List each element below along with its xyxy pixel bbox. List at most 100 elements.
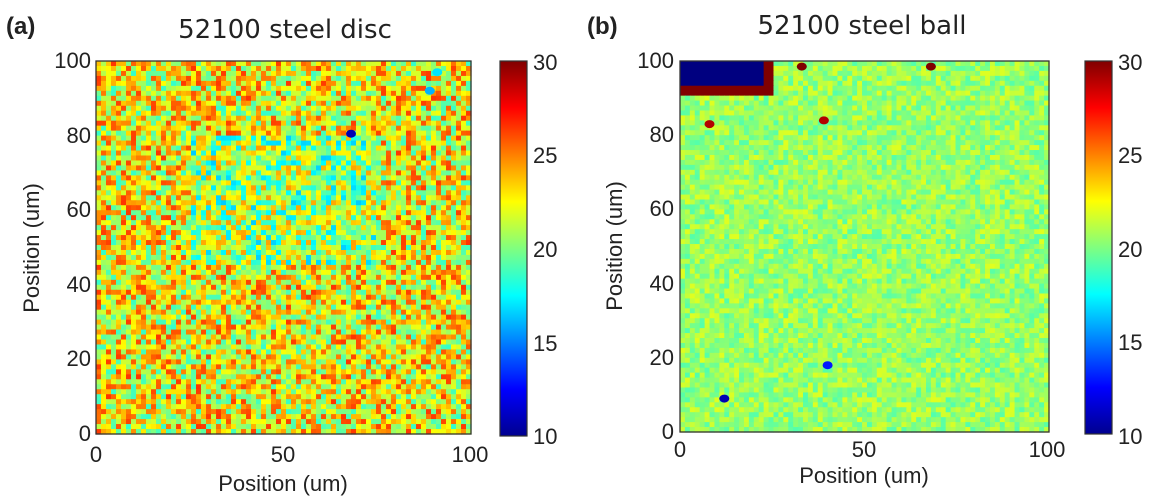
panel-a-heatmap-cell [371, 125, 377, 132]
panel-a-heatmap-cell [151, 235, 157, 241]
panel-a-heatmap-cell [416, 324, 422, 331]
panel-a-heatmap-cell [301, 160, 307, 167]
panel-a-heatmap-cell [261, 95, 267, 102]
panel-a-heatmap-cell [271, 279, 277, 286]
panel-a-heatmap-cell [426, 249, 432, 256]
panel-a-heatmap-cell [121, 220, 127, 226]
panel-a-heatmap-cell [211, 200, 217, 206]
panel-a-heatmap-cell [116, 269, 122, 276]
panel-a-heatmap-cell [206, 294, 212, 301]
panel-a-heatmap-cell [196, 319, 202, 326]
panel-a-heatmap-cell [441, 379, 447, 385]
panel-a-heatmap-cell [361, 65, 367, 72]
panel-a-heatmap-cell [356, 279, 362, 286]
panel-a-heatmap-cell [121, 100, 127, 107]
panel-a-heatmap-cell [116, 90, 122, 97]
panel-a-heatmap-cell [286, 125, 292, 132]
panel-a-heatmap-cell [316, 130, 322, 137]
panel-a-heatmap-cell [366, 289, 372, 296]
panel-a-heatmap-cell [126, 264, 132, 271]
panel-a-heatmap-cell [366, 334, 372, 341]
panel-a-heatmap-cell [186, 185, 192, 191]
panel-a-heatmap-cell [366, 374, 372, 380]
panel-a-heatmap-cell [266, 379, 272, 385]
panel-a-heatmap-cell [246, 364, 252, 370]
panel-a-heatmap-cell [366, 225, 372, 231]
panel-a-heatmap-cell [416, 304, 422, 311]
panel-a-heatmap-cell [221, 75, 227, 82]
panel-a-heatmap-cell [271, 130, 277, 137]
panel-a-heatmap-cell [141, 309, 147, 316]
panel-a-heatmap-cell [266, 70, 272, 77]
panel-a-heatmap-cell [466, 264, 472, 271]
panel-a-heatmap-cell [156, 130, 162, 137]
panel-a-heatmap-cell [411, 170, 417, 176]
panel-a-heatmap-cell [146, 334, 152, 341]
panel-a-heatmap-cell [381, 200, 387, 206]
panel-a-heatmap-cell [116, 359, 122, 365]
panel-a-heatmap-cell [281, 215, 287, 221]
panel-a-heatmap-cell [416, 130, 422, 137]
panel-a-heatmap-cell [411, 240, 417, 246]
panel-a-heatmap-cell [456, 284, 462, 291]
panel-a-heatmap-cell [236, 384, 242, 390]
panel-a-heatmap-cell [136, 374, 142, 380]
panel-a-heatmap-cell [461, 259, 467, 266]
panel-a-heatmap-cell [306, 359, 312, 365]
panel-a-heatmap-cell [351, 155, 357, 162]
panel-a-heatmap-cell [326, 349, 332, 356]
panel-a-heatmap-cell [116, 185, 122, 191]
panel-a-heatmap-cell [341, 125, 347, 132]
panel-a-heatmap-cell [331, 165, 337, 172]
panel-a-heatmap-cell [136, 80, 142, 87]
panel-a-heatmap-cell [181, 245, 187, 251]
panel-a-heatmap-cell [406, 175, 412, 181]
panel-a-heatmap-cell [391, 215, 397, 221]
panel-a-heatmap-cell [446, 259, 452, 266]
panel-a-heatmap-cell [356, 374, 362, 380]
panel-a-heatmap-cell [276, 225, 282, 231]
panel-a-heatmap-cell [121, 304, 127, 311]
panel-a-heatmap-cell [176, 274, 182, 281]
panel-a-heatmap-cell [236, 304, 242, 311]
panel-a-heatmap-cell [121, 339, 127, 346]
panel-a-heatmap-cell [341, 70, 347, 77]
panel-a-heatmap-cell [421, 220, 427, 226]
panel-a-heatmap-cell [286, 269, 292, 276]
panel-a-heatmap-cell [356, 190, 362, 196]
panel-a-heatmap-cell [176, 299, 182, 306]
panel-a-heatmap-cell [116, 170, 122, 176]
panel-a-heatmap-cell [101, 324, 107, 331]
panel-a-heatmap-cell [286, 145, 292, 152]
panel-a-heatmap-cell [161, 95, 167, 102]
panel-a-heatmap-cell [191, 225, 197, 231]
panel-a-heatmap-cell [181, 225, 187, 231]
panel-a-heatmap-cell [436, 349, 442, 356]
panel-a-heatmap-cell [291, 225, 297, 231]
panel-a-heatmap-cell [161, 279, 167, 286]
panel-a-heatmap-cell [216, 264, 222, 271]
panel-a-heatmap-cell [286, 289, 292, 296]
panel-a-heatmap-cell [421, 235, 427, 241]
panel-a-heatmap-cell [231, 65, 237, 72]
panel-a-heatmap-cell [451, 85, 457, 92]
panel-a-heatmap-cell [241, 384, 247, 390]
panel-a-heatmap-cell [311, 80, 317, 87]
panel-a-heatmap-cell [101, 85, 107, 92]
panel-a-heatmap-cell [306, 150, 312, 157]
panel-a-heatmap-cell [286, 185, 292, 191]
panel-a-heatmap-cell [266, 269, 272, 276]
panel-a-heatmap-cell [431, 75, 437, 82]
panel-a-heatmap-cell [426, 175, 432, 181]
panel-a-heatmap-cell [356, 314, 362, 321]
panel-a-heatmap-cell [366, 284, 372, 291]
panel-a-heatmap-cell [316, 80, 322, 87]
panel-a-heatmap-cell [306, 344, 312, 351]
panel-a-heatmap-cell [456, 180, 462, 186]
panel-a-heatmap-cell [271, 284, 277, 291]
panel-a-heatmap-cell [226, 339, 232, 346]
panel-a-heatmap-cell [416, 235, 422, 241]
panel-a-heatmap-cell [231, 140, 237, 147]
panel-a-heatmap-cell [376, 230, 382, 236]
panel-a-heatmap-cell [421, 180, 427, 186]
